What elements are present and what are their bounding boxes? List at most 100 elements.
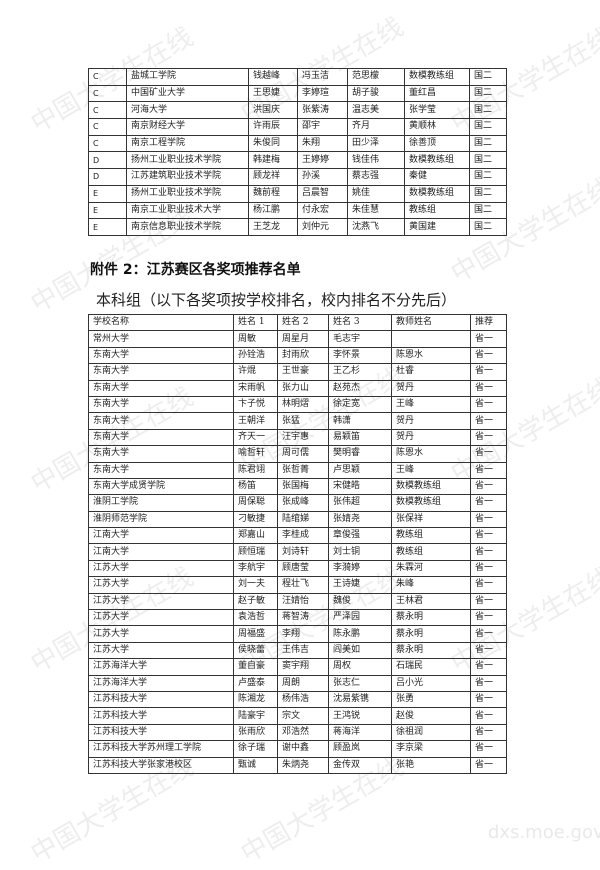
name1-cell: 陆豪宇 (233, 707, 278, 725)
table-row: 淮阴工学院 周保聪 张成峰 张伟超 数模教练组 省一 (88, 494, 507, 512)
award-cell: 省一 (470, 494, 507, 512)
group-cell: D (88, 151, 127, 170)
name2-cell: 陆绾娣 (277, 510, 329, 529)
name1-cell: 甄诚 (233, 756, 278, 774)
school-cell: 中国矿业大学 (126, 84, 249, 103)
school-cell: 河海大学 (126, 101, 249, 120)
table-row: D 扬州工业职业技术学院 韩建梅 王婷婷 钱佳伟 数模教练组 国二 (88, 151, 507, 170)
name2-cell: 林明熠 (277, 395, 329, 414)
table-row: E 扬州工业职业技术学院 魏前程 吕晨智 姚佳 数模教练组 国二 (88, 184, 507, 203)
award-cell: 省一 (470, 592, 507, 611)
watermark-url: dxs.moe.gov.cn (488, 822, 600, 843)
table-row: 东南大学 齐天一 汪宇惠 易颖笛 贺丹 省一 (88, 428, 507, 447)
table-row: 江苏大学 袁浩哲 蒋智涛 严泽园 蔡永明 省一 (88, 609, 507, 627)
name3-cell: 韩潇 (328, 412, 392, 430)
award-cell: 省一 (470, 330, 507, 348)
award-cell: 国二 (469, 201, 507, 220)
teacher-cell: 数模教练组 (391, 494, 471, 512)
school-cell: 江苏海洋大学 (88, 674, 234, 692)
teacher-cell: 张勇 (391, 690, 471, 709)
school-cell: 江苏大学 (88, 559, 234, 578)
table-row: C 南京工程学院 朱俊同 朱翔 田少泽 徐善顶 国二 (88, 134, 507, 153)
section-subtitle: 本科组（以下各奖项按学校排名，校内排名不分先后） (96, 291, 457, 309)
name2-cell: 王世豪 (277, 363, 329, 381)
school-cell: 江苏大学 (88, 625, 234, 643)
award-cell: 国二 (469, 68, 507, 86)
award-cell: 省一 (470, 428, 507, 447)
table-row: 东南大学成贤学院 杨笛 张国梅 宋健皓 数模教练组 省一 (88, 477, 507, 496)
table-row: 东南大学 陈君翊 张哲菁 卢思颖 王峰 省一 (88, 461, 507, 479)
group-cell: C (88, 68, 127, 86)
name3-cell: 阎美如 (328, 641, 392, 660)
name3-cell: 王鸿锐 (328, 707, 392, 725)
column-header: 学校名称 (88, 313, 234, 332)
section-title: 附件 2：江苏赛区各奖项推荐名单 (90, 262, 301, 278)
award-cell: 国二 (469, 218, 507, 236)
name3-cell: 卢思颖 (328, 461, 392, 479)
name1-cell: 齐天一 (233, 428, 278, 447)
group-cell: C (88, 118, 127, 136)
table-row: 江苏科技大学 陆豪宇 宗文 王鸿锐 赵俊 省一 (88, 707, 507, 725)
school-cell: 南京工业职业技术大学 (126, 201, 249, 220)
name1-cell: 赵子敏 (233, 592, 278, 611)
group-cell: E (88, 201, 127, 220)
name2-cell: 宗文 (277, 707, 329, 725)
name1-cell: 卞子悦 (233, 395, 278, 414)
award-cell: 省一 (470, 690, 507, 709)
name1-cell: 王思婕 (248, 84, 298, 103)
name1-cell: 洪国庆 (248, 101, 298, 120)
table-row: C 河海大学 洪国庆 张紫涛 温志美 张学莹 国二 (88, 101, 507, 120)
name1-cell: 卢盛泰 (233, 674, 278, 692)
name1-cell: 宋雨帆 (233, 379, 278, 397)
name3-cell: 易颖笛 (328, 428, 392, 447)
school-cell: 东南大学成贤学院 (88, 477, 234, 496)
name1-cell: 陈君翊 (233, 461, 278, 479)
name1-cell: 顾恒瑞 (233, 543, 278, 561)
teacher-cell: 贺丹 (391, 428, 471, 447)
school-cell: 东南大学 (88, 412, 234, 430)
name3-cell: 朱佳慧 (347, 201, 405, 220)
table-row: 东南大学 卞子悦 林明熠 徐定宽 王峰 省一 (88, 395, 507, 414)
school-cell: 东南大学 (88, 445, 234, 463)
teacher-cell: 蔡永明 (391, 641, 471, 660)
name3-cell: 蒋海洋 (328, 723, 392, 742)
name3-cell: 张婧尧 (328, 510, 392, 529)
name2-cell: 周朗 (277, 674, 329, 692)
award-cell: 省一 (470, 363, 507, 381)
teacher-cell: 数模教练组 (404, 184, 470, 203)
school-cell: 江苏科技大学苏州理工学院 (88, 740, 234, 758)
table-row: 江苏海洋大学 董自豪 窦宇翔 周权 石瑞民 省一 (88, 658, 507, 676)
group-cell: E (88, 218, 127, 236)
name1-cell: 孙铨浩 (233, 346, 278, 365)
school-cell: 江苏大学 (88, 592, 234, 611)
award-cell: 省一 (470, 658, 507, 676)
name1-cell: 朱俊同 (248, 134, 298, 153)
award-cell: 省一 (470, 609, 507, 627)
name1-cell: 钱越峰 (248, 68, 298, 86)
name3-cell: 顾盈岚 (328, 740, 392, 758)
name2-cell: 李翔 (277, 625, 329, 643)
name2-cell: 刘诗轩 (277, 543, 329, 561)
name3-cell: 魏俊 (328, 592, 392, 611)
name3-cell: 周权 (328, 658, 392, 676)
award-table-national: C 盐城工学院 钱越峰 冯玉洁 范思檬 数模教练组 国二 C 中国矿业大学 王思婕 李婷瑄 胡子骏 董红… (88, 68, 507, 236)
table-row: 江苏科技大学 陈湘龙 杨伟浩 沈易紫镌 张勇 省一 (88, 690, 507, 709)
name3-cell: 刘士铜 (328, 543, 392, 561)
teacher-cell: 王峰 (391, 461, 471, 479)
teacher-cell: 蔡永明 (391, 609, 471, 627)
table-row: 常州大学 周敏 周星月 毛志宇 省一 (88, 330, 507, 348)
table-row: D 江苏建筑职业技术学院 顾龙祥 孙溪 蔡志强 秦健 国二 (88, 168, 507, 186)
award-cell: 国二 (469, 134, 507, 153)
name3-cell: 田少泽 (347, 134, 405, 153)
name1-cell: 喻哲轩 (233, 445, 278, 463)
name3-cell: 金传双 (328, 756, 392, 774)
teacher-cell: 黄顺林 (404, 118, 470, 136)
school-cell: 常州大学 (88, 330, 234, 348)
name3-cell: 赵苑杰 (328, 379, 392, 397)
table-header-row: 学校名称 姓名 1 姓名 2 姓名 3 教师姓名 推荐 (88, 313, 507, 332)
name3-cell: 蔡志强 (347, 168, 405, 186)
table-row: C 盐城工学院 钱越峰 冯玉洁 范思檬 数模教练组 国二 (88, 68, 507, 86)
teacher-cell: 徐祖润 (391, 723, 471, 742)
name3-cell: 张伟超 (328, 494, 392, 512)
award-cell: 省一 (470, 527, 507, 545)
